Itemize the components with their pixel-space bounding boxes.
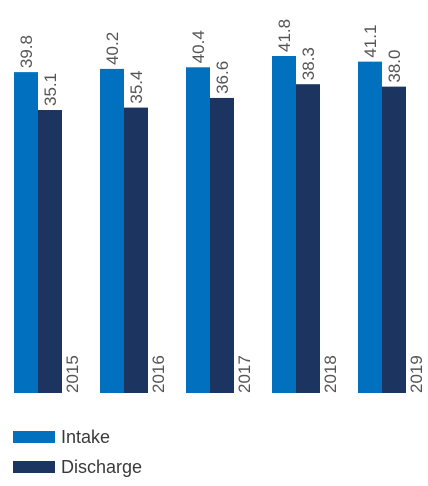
legend-swatch-discharge <box>13 461 55 473</box>
value-label-intake-2017: 40.4 <box>189 30 208 63</box>
bar-discharge-2017 <box>210 97 234 393</box>
bar-intake-2015 <box>14 72 38 394</box>
legend-item-discharge: Discharge <box>13 456 142 478</box>
value-label-intake-2018: 41.8 <box>275 19 294 52</box>
legend-label-intake: Intake <box>61 426 111 447</box>
value-label-discharge-2018: 38.3 <box>299 47 318 80</box>
category-label-2019: 2019 <box>407 355 426 393</box>
category-label-2018: 2018 <box>321 355 340 393</box>
value-label-intake-2019: 41.1 <box>361 25 380 58</box>
labels-group: 39.8 35.1 2015 40.2 35.4 2016 40.4 36.6 2017 41.8… <box>17 19 426 393</box>
bar-intake-2019 <box>358 61 382 393</box>
bar-discharge-2015 <box>38 110 62 393</box>
value-label-discharge-2017: 36.6 <box>213 61 232 94</box>
legend: Intake Discharge <box>13 426 142 486</box>
category-label-2016: 2016 <box>149 355 168 393</box>
bars-group <box>14 56 406 394</box>
bar-discharge-2018 <box>296 84 320 393</box>
value-label-discharge-2015: 35.1 <box>41 73 60 106</box>
bar-discharge-2019 <box>382 86 406 394</box>
value-label-intake-2015: 39.8 <box>17 35 36 68</box>
bar-intake-2017 <box>186 67 210 393</box>
value-label-discharge-2016: 35.4 <box>127 71 146 104</box>
bar-intake-2016 <box>100 68 124 393</box>
value-label-discharge-2019: 38.0 <box>385 50 404 83</box>
bar-intake-2018 <box>272 56 296 393</box>
bar-chart: 39.8 35.1 2015 40.2 35.4 2016 40.4 36.6 2017 41.8… <box>14 19 426 394</box>
legend-label-discharge: Discharge <box>61 456 143 477</box>
category-label-2017: 2017 <box>235 355 254 393</box>
value-label-intake-2016: 40.2 <box>103 32 122 65</box>
category-label-2015: 2015 <box>63 355 82 393</box>
bar-discharge-2016 <box>124 107 148 393</box>
legend-swatch-intake <box>13 431 55 443</box>
legend-item-intake: Intake <box>13 426 142 448</box>
